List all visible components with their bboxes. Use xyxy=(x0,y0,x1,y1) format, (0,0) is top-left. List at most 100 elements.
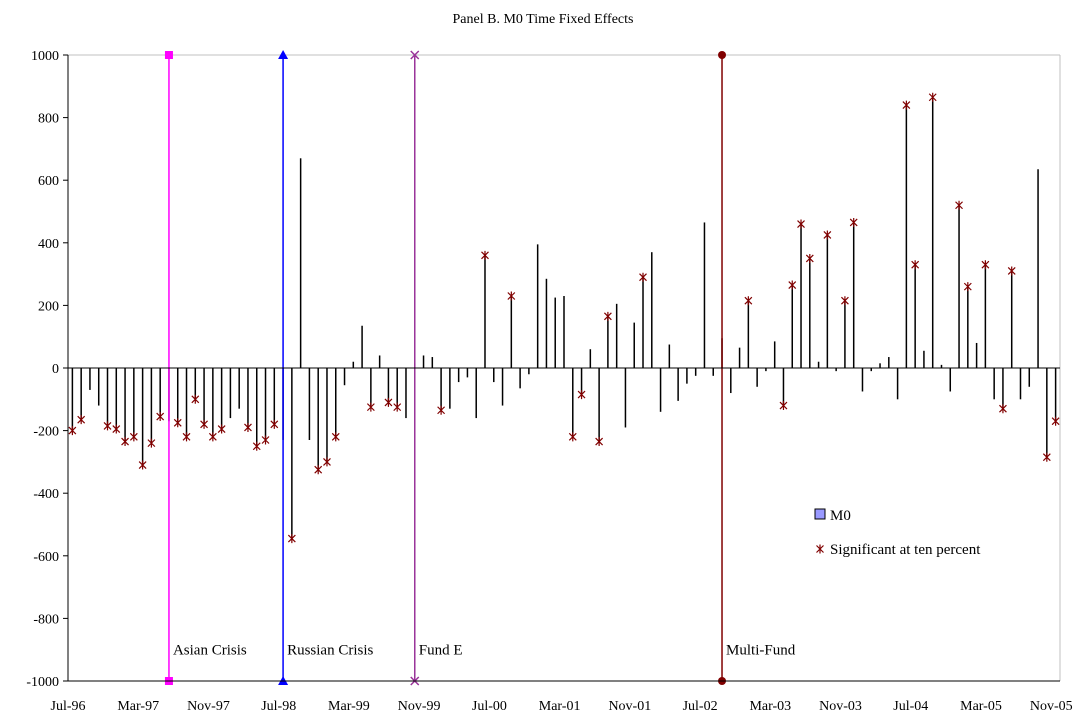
bar xyxy=(554,297,556,368)
event-label: Asian Crisis xyxy=(173,642,247,658)
bar xyxy=(370,368,372,408)
bar xyxy=(247,368,249,428)
bar xyxy=(686,368,688,384)
legend-marker-significant xyxy=(816,544,824,554)
bar xyxy=(519,368,521,389)
event-marker xyxy=(278,50,289,59)
bar xyxy=(844,300,846,368)
bar xyxy=(993,368,995,400)
bar xyxy=(71,368,74,431)
bar xyxy=(967,286,969,368)
significance-marker xyxy=(1007,266,1016,276)
x-tick-label: Nov-01 xyxy=(608,699,651,714)
bar xyxy=(159,368,161,417)
bar xyxy=(484,255,486,368)
bar xyxy=(431,357,434,368)
bar xyxy=(457,368,460,383)
bar xyxy=(405,368,407,419)
x-tick-label: Jul-02 xyxy=(683,699,718,714)
bar xyxy=(782,368,785,406)
x-tick-label: Nov-05 xyxy=(1030,699,1073,714)
bar xyxy=(528,368,530,375)
significance-marker xyxy=(595,437,604,447)
significance-marker xyxy=(603,311,612,321)
bar xyxy=(607,316,609,368)
x-tick-label: Jul-00 xyxy=(472,699,507,714)
y-tick-label: 400 xyxy=(38,237,59,252)
bar xyxy=(466,368,469,378)
bar xyxy=(809,258,811,368)
bar xyxy=(80,368,82,420)
significance-marker xyxy=(928,92,937,102)
bar xyxy=(440,368,442,411)
bar xyxy=(677,368,679,401)
significance-marker xyxy=(779,401,788,411)
significance-marker xyxy=(849,217,858,227)
bar xyxy=(835,368,837,372)
significance-marker xyxy=(208,432,217,442)
bar xyxy=(89,368,91,390)
x-tick-label: Jul-96 xyxy=(51,699,86,714)
bar xyxy=(343,368,346,386)
significance-marker xyxy=(1042,452,1051,462)
bar xyxy=(220,368,223,430)
event-label: Russian Crisis xyxy=(287,642,373,658)
bar xyxy=(378,355,381,368)
bar xyxy=(335,368,337,437)
bar xyxy=(712,368,714,376)
significance-marker xyxy=(902,100,911,110)
bar xyxy=(238,368,240,409)
x-tick-label: Jul-98 xyxy=(261,699,296,714)
y-tick-label: -200 xyxy=(33,425,59,440)
significance-marker xyxy=(639,272,647,282)
bar xyxy=(115,368,118,430)
bar xyxy=(817,361,820,368)
bar xyxy=(510,296,513,368)
significance-marker xyxy=(963,282,972,292)
significance-marker xyxy=(507,291,516,301)
bar xyxy=(264,368,267,440)
event-marker xyxy=(718,51,727,59)
significance-marker xyxy=(261,435,270,445)
bar xyxy=(923,350,925,368)
bar xyxy=(1010,270,1013,368)
x-tick-label: Nov-99 xyxy=(398,699,441,714)
significance-marker xyxy=(200,419,208,429)
bar xyxy=(545,278,548,368)
bar xyxy=(861,368,864,392)
bar xyxy=(703,222,706,368)
bar xyxy=(387,368,390,403)
bar xyxy=(730,368,732,394)
significance-marker xyxy=(437,405,446,415)
bar xyxy=(791,285,793,368)
bar xyxy=(1019,368,1022,400)
bar xyxy=(580,368,583,395)
significance-marker xyxy=(129,432,138,442)
y-tick-label: -800 xyxy=(33,612,59,627)
significance-marker xyxy=(323,457,331,467)
bar xyxy=(940,364,943,368)
bar xyxy=(133,368,135,437)
legend-label-m0: M0 xyxy=(830,508,851,524)
bar xyxy=(598,368,600,442)
bar xyxy=(879,363,881,368)
bar xyxy=(896,368,899,400)
event-marker xyxy=(164,51,173,59)
significance-marker xyxy=(366,402,375,412)
bar xyxy=(449,368,451,409)
bar xyxy=(633,322,635,368)
y-tick-label: 0 xyxy=(52,362,59,377)
y-tick-label: 1000 xyxy=(31,49,59,64)
significance-marker xyxy=(314,465,323,475)
y-tick-label: 200 xyxy=(38,299,59,314)
bar xyxy=(273,368,276,425)
bar xyxy=(361,325,363,368)
significance-marker xyxy=(77,415,86,425)
event-label: Fund E xyxy=(419,642,463,658)
significance-marker xyxy=(147,438,156,448)
significance-marker xyxy=(156,412,165,422)
significance-marker xyxy=(481,250,489,260)
chart-title: Panel B. M0 Time Fixed Effects xyxy=(452,12,634,27)
bar xyxy=(536,244,539,368)
